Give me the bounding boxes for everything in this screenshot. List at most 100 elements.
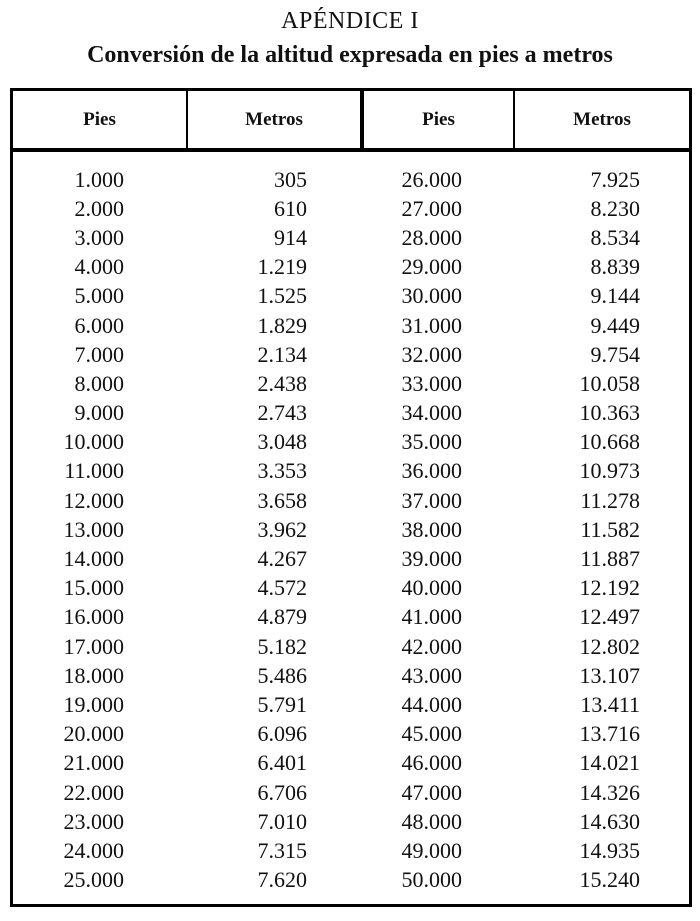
cell-pies-right: 32.000: [401, 341, 463, 367]
table-row: 20.000 6.096 45.000 13.716: [13, 720, 689, 749]
cell-pies-right: 28.000: [401, 224, 463, 250]
cell-metros-right: 14.630: [579, 808, 641, 834]
cell-pies-right: 50.000: [401, 867, 463, 893]
cell-pies-left: 25.000: [63, 867, 125, 893]
cell-pies-right: 49.000: [401, 837, 463, 863]
cell-pies-left: 23.000: [63, 808, 125, 834]
table-row: 14.000 4.267 39.000 11.887: [13, 544, 689, 573]
cell-metros-left: 3.048: [257, 429, 308, 455]
cell-pies-left: 10.000: [63, 429, 125, 455]
cell-metros-right: 11.887: [580, 546, 640, 572]
table-row: 11.000 3.353 36.000 10.973: [13, 457, 689, 486]
cell-pies-right: 44.000: [401, 691, 463, 717]
cell-metros-right: 13.411: [580, 691, 640, 717]
cell-pies-right: 42.000: [401, 633, 463, 659]
cell-metros-left: 2.438: [257, 370, 308, 396]
table-row: 5.000 1.525 30.000 9.144: [13, 282, 689, 311]
cell-metros-left: 3.353: [257, 458, 308, 484]
cell-metros-right: 9.754: [590, 341, 641, 367]
cell-pies-right: 41.000: [401, 604, 463, 630]
cell-metros-right: 8.839: [590, 254, 641, 280]
cell-pies-left: 4.000: [74, 254, 125, 280]
table-row: 18.000 5.486 43.000 13.107: [13, 661, 689, 690]
cell-pies-left: 3.000: [74, 224, 125, 250]
cell-pies-left: 6.000: [74, 312, 125, 338]
cell-metros-left: 4.267: [257, 546, 308, 572]
cell-metros-right: 12.802: [579, 633, 641, 659]
table-row: 10.000 3.048 35.000 10.668: [13, 428, 689, 457]
cell-pies-left: 17.000: [63, 633, 125, 659]
page-title: APÉNDICE I: [281, 8, 419, 34]
cell-metros-left: 7.010: [257, 808, 308, 834]
cell-pies-left: 12.000: [63, 487, 125, 513]
cell-metros-left: 3.658: [257, 487, 308, 513]
table-row: 17.000 5.182 42.000 12.802: [13, 632, 689, 661]
cell-metros-left: 5.791: [257, 691, 308, 717]
cell-pies-right: 35.000: [401, 429, 463, 455]
cell-pies-left: 18.000: [63, 662, 125, 688]
cell-metros-left: 6.096: [257, 721, 308, 747]
cell-pies-left: 20.000: [63, 721, 125, 747]
cell-metros-right: 8.534: [590, 224, 641, 250]
cell-metros-left: 7.620: [257, 867, 308, 893]
cell-pies-left: 7.000: [74, 341, 125, 367]
cell-pies-right: 47.000: [401, 779, 463, 805]
cell-metros-left: 1.525: [257, 283, 308, 309]
table-row: 9.000 2.743 34.000 10.363: [13, 399, 689, 428]
cell-metros-right: 11.582: [580, 516, 640, 542]
table-row: 1.000 305 26.000 7.925: [13, 165, 689, 194]
cell-pies-left: 14.000: [63, 546, 125, 572]
table-row: 7.000 2.134 32.000 9.754: [13, 340, 689, 369]
cell-pies-left: 5.000: [74, 283, 125, 309]
cell-metros-right: 13.716: [579, 721, 641, 747]
cell-metros-left: 914: [274, 224, 307, 250]
cell-metros-left: 7.315: [257, 837, 308, 863]
cell-metros-right: 14.326: [579, 779, 641, 805]
header-metros-right: Metros: [573, 108, 631, 130]
table-row: 21.000 6.401 46.000 14.021: [13, 749, 689, 778]
cell-pies-right: 46.000: [401, 750, 463, 776]
cell-pies-left: 21.000: [63, 750, 125, 776]
cell-pies-left: 13.000: [63, 516, 125, 542]
cell-metros-right: 10.363: [579, 400, 641, 426]
cell-metros-right: 9.449: [590, 312, 641, 338]
cell-pies-right: 31.000: [401, 312, 463, 338]
page-subtitle: Conversión de la altitud expresada en pi…: [87, 41, 613, 68]
table-row: 2.000 610 27.000 8.230: [13, 194, 689, 223]
header-pies-right: Pies: [364, 91, 515, 148]
cell-pies-right: 40.000: [401, 575, 463, 601]
cell-metros-right: 9.144: [590, 283, 641, 309]
cell-pies-left: 15.000: [63, 575, 125, 601]
cell-metros-right: 15.240: [579, 867, 641, 893]
cell-pies-left: 22.000: [63, 779, 125, 805]
cell-metros-left: 3.962: [257, 516, 308, 542]
cell-pies-left: 1.000: [74, 166, 125, 192]
cell-metros-left: 610: [274, 195, 307, 221]
cell-pies-right: 33.000: [401, 370, 463, 396]
cell-pies-right: 36.000: [401, 458, 463, 484]
cell-pies-right: 29.000: [401, 254, 463, 280]
cell-metros-left: 1.219: [257, 254, 308, 280]
table-row: 4.000 1.219 29.000 8.839: [13, 253, 689, 282]
cell-pies-right: 34.000: [401, 400, 463, 426]
table-row: 8.000 2.438 33.000 10.058: [13, 369, 689, 398]
header-metros-left: Metros: [188, 91, 364, 148]
cell-metros-right: 7.925: [590, 166, 641, 192]
cell-metros-left: 6.706: [257, 779, 308, 805]
cell-pies-left: 9.000: [74, 400, 125, 426]
cell-pies-right: 38.000: [401, 516, 463, 542]
table-row: 3.000 914 28.000 8.534: [13, 223, 689, 252]
cell-pies-right: 39.000: [401, 546, 463, 572]
cell-metros-left: 6.401: [257, 750, 308, 776]
cell-pies-right: 30.000: [401, 283, 463, 309]
cell-metros-right: 13.107: [579, 662, 641, 688]
cell-metros-left: 5.182: [257, 633, 308, 659]
cell-metros-right: 10.668: [579, 429, 641, 455]
cell-pies-right: 26.000: [401, 166, 463, 192]
cell-pies-right: 37.000: [401, 487, 463, 513]
cell-pies-right: 48.000: [401, 808, 463, 834]
cell-metros-right: 10.973: [579, 458, 641, 484]
table-row: 25.000 7.620 50.000 15.240: [13, 866, 689, 895]
table-header-row: Pies Metros Pies Metros: [13, 91, 689, 152]
